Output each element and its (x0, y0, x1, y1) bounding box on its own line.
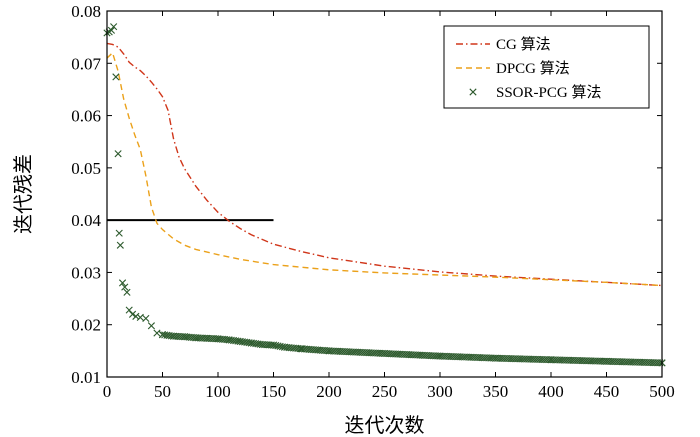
axis-ticks: 0 50 100 150 200 250 300 350 400 450 500 0.01 0.02 0.… (71, 2, 675, 401)
legend-label-cg: CG 算法 (496, 35, 551, 53)
x-tick-label: 350 (483, 382, 509, 401)
y-axis-title: 迭代残差 (11, 154, 35, 234)
ssor-pcg-marker (116, 241, 124, 249)
x-tick-label: 50 (154, 382, 171, 401)
y-tick-label: 0.04 (71, 211, 101, 230)
ssor-pcg-marker (118, 279, 127, 287)
legend-label-dpcg: DPCG 算法 (496, 59, 570, 77)
legend-label-ssor-pcg: SSOR-PCG 算法 (496, 83, 601, 101)
x-tick-label: 400 (538, 382, 564, 401)
x-tick-label: 100 (205, 382, 231, 401)
x-tick-label: 0 (103, 382, 112, 401)
x-axis-title: 迭代次数 (345, 413, 425, 437)
x-tick-label: 150 (261, 382, 287, 401)
ssor-pcg-marker (132, 312, 140, 320)
ssor-pcg-marker (107, 26, 116, 34)
ssor-pcg-marker (153, 329, 161, 337)
y-tick-label: 0.05 (71, 159, 101, 178)
x-tick-label: 200 (316, 382, 342, 401)
x-tick-label: 450 (594, 382, 620, 401)
series-layer (103, 23, 666, 367)
series-cg-line (106, 42, 663, 287)
ssor-pcg-marker (128, 310, 137, 318)
ssor-pcg-marker (123, 288, 131, 296)
series-dpcg-line (106, 51, 663, 287)
x-tick-label: 300 (427, 382, 453, 401)
ssor-pcg-marker (115, 229, 123, 237)
ssor-pcg-marker (114, 150, 122, 158)
series-ssor-pcg (103, 23, 666, 367)
ssor-pcg-marker (136, 313, 144, 321)
ssor-pcg-marker (142, 314, 150, 323)
legend-box (443, 25, 650, 109)
ssor-pcg-marker (125, 306, 133, 314)
y-tick-label: 0.08 (71, 2, 101, 21)
y-tick-label: 0.07 (71, 54, 101, 73)
legend-marker-x (469, 88, 477, 96)
y-tick-label: 0.02 (71, 316, 101, 335)
y-tick-label: 0.03 (71, 263, 101, 282)
ssor-pcg-marker (112, 73, 120, 81)
legend: CG 算法 DPCG 算法 SSOR-PCG 算法 (443, 25, 650, 109)
ssor-pcg-marker (147, 322, 155, 330)
legend-swatch-ssor-pcg (469, 88, 477, 96)
x-tick-label: 250 (372, 382, 398, 401)
y-tick-label: 0.01 (71, 368, 101, 387)
x-tick-label: 500 (649, 382, 675, 401)
ssor-pcg-marker (121, 283, 129, 291)
ssor-pcg-marker (110, 23, 118, 31)
y-tick-label: 0.06 (71, 107, 101, 126)
